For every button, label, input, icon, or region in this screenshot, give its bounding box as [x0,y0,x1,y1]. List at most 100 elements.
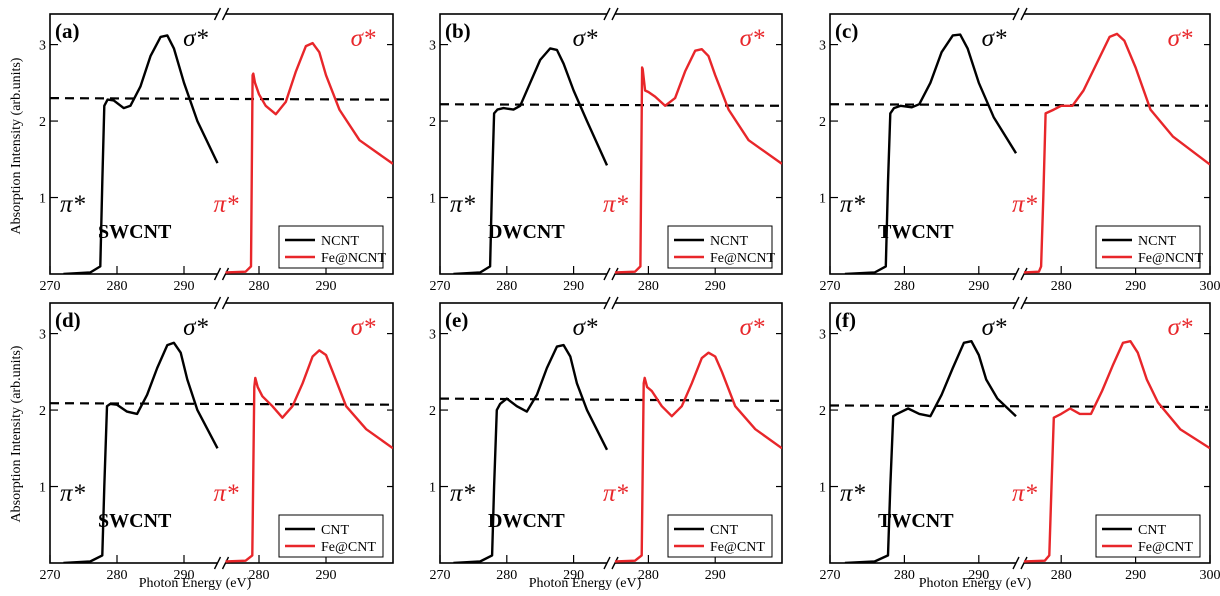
legend-entry: CNT [321,523,349,538]
legend-entry: NCNT [321,234,360,249]
pi-star-label-right: π* [1012,480,1038,507]
legend-entry: NCNT [710,234,749,249]
panel-tag: (f) [835,308,856,332]
pi-star-label-right: π* [214,191,240,218]
x-tick-label: 280 [496,279,517,294]
x-tick-label: 290 [705,568,726,583]
sigma-star-label-left: σ* [982,314,1007,341]
x-tick-label: 270 [430,568,451,583]
tube-label: TWCNT [878,221,954,243]
legend-entry: Fe@NCNT [321,251,386,266]
x-tick-label: 280 [1051,568,1072,583]
x-tick-label: 290 [968,279,989,294]
x-tick-label: 280 [894,279,915,294]
y-tick-label: 3 [819,39,826,54]
x-tick-label: 270 [820,568,841,583]
x-tick-label: 270 [40,568,61,583]
y-tick-label: 1 [429,481,436,496]
x-tick-label: 280 [249,568,270,583]
tube-label: SWCNT [98,221,172,243]
pi-star-label-left: π* [840,191,866,218]
y-tick-label: 2 [39,115,46,130]
x-tick-label: 290 [563,279,584,294]
y-axis-label-top: Absorption Intensity (arb.units) [9,57,24,234]
x-tick-label: 280 [249,279,270,294]
y-tick-label: 3 [429,39,436,54]
pi-star-label-right: π* [603,480,629,507]
sigma-star-label-left: σ* [982,25,1007,52]
x-tick-label: 280 [638,568,659,583]
y-tick-label: 1 [819,192,826,207]
dashed-reference-line [50,98,391,100]
x-axis-label-a: Photon Energy (eV) [139,576,252,591]
x-tick-label: 290 [1125,568,1146,583]
sigma-star-label-right: σ* [351,25,376,52]
x-tick-label: 300 [1200,568,1220,583]
sigma-star-label-right: σ* [1168,25,1193,52]
panel-tag: (c) [835,19,858,43]
y-tick-label: 2 [429,115,436,130]
pi-star-label-right: π* [1012,191,1038,218]
y-tick-label: 1 [819,481,826,496]
x-tick-label: 300 [1200,279,1220,294]
y-tick-label: 1 [39,192,46,207]
legend-entry: NCNT [1138,234,1177,249]
sigma-star-label-left: σ* [183,314,208,341]
dashed-reference-line [440,104,780,106]
x-tick-label: 280 [638,279,659,294]
y-tick-label: 3 [39,328,46,343]
sigma-star-label-left: σ* [183,25,208,52]
tube-label: TWCNT [878,510,954,532]
x-tick-label: 280 [107,279,128,294]
x-tick-label: 280 [107,568,128,583]
x-tick-label: 290 [968,568,989,583]
x-tick-label: 290 [174,568,195,583]
dashed-reference-line [50,403,391,405]
legend-entry: Fe@NCNT [710,251,775,266]
x-tick-label: 290 [316,568,337,583]
y-tick-label: 2 [819,115,826,130]
tube-label: DWCNT [488,221,565,243]
pi-star-label-right: π* [214,480,240,507]
x-tick-label: 290 [563,568,584,583]
sigma-star-label-left: σ* [573,314,598,341]
panel-tag: (e) [445,308,468,332]
tube-label: SWCNT [98,510,172,532]
panel-tag: (b) [445,19,471,43]
x-tick-label: 270 [40,279,61,294]
x-tick-label: 290 [1125,279,1146,294]
dashed-reference-line [830,405,1208,407]
x-tick-label: 280 [496,568,517,583]
legend-entry: CNT [710,523,738,538]
x-tick-label: 290 [316,279,337,294]
y-tick-label: 1 [429,192,436,207]
y-tick-label: 2 [819,404,826,419]
dashed-reference-line [830,104,1208,106]
x-axis-label-b: Photon Energy (eV) [529,576,642,591]
x-tick-label: 270 [820,279,841,294]
panel-c: 1 2 3 270 280 290 280 290 300 (c) TWCNT π* σ* π* σ* NCN… [819,8,1220,294]
pi-star-label-left: π* [840,480,866,507]
y-tick-label: 2 [429,404,436,419]
legend-entry: Fe@CNT [321,540,376,555]
panel-tag: (d) [55,308,81,332]
pi-star-label-left: π* [60,191,86,218]
y-axis-label-bottom: Absorption Intensity (arb.units) [9,345,24,522]
pi-star-label-left: π* [450,191,476,218]
x-tick-label: 290 [174,279,195,294]
y-tick-label: 3 [39,39,46,54]
dashed-reference-line [440,399,780,401]
legend-entry: Fe@CNT [710,540,765,555]
legend-entry: CNT [1138,523,1166,538]
x-tick-label: 280 [894,568,915,583]
tube-label: DWCNT [488,510,565,532]
pi-star-label-left: π* [450,480,476,507]
y-tick-label: 1 [39,481,46,496]
x-tick-label: 280 [1051,279,1072,294]
